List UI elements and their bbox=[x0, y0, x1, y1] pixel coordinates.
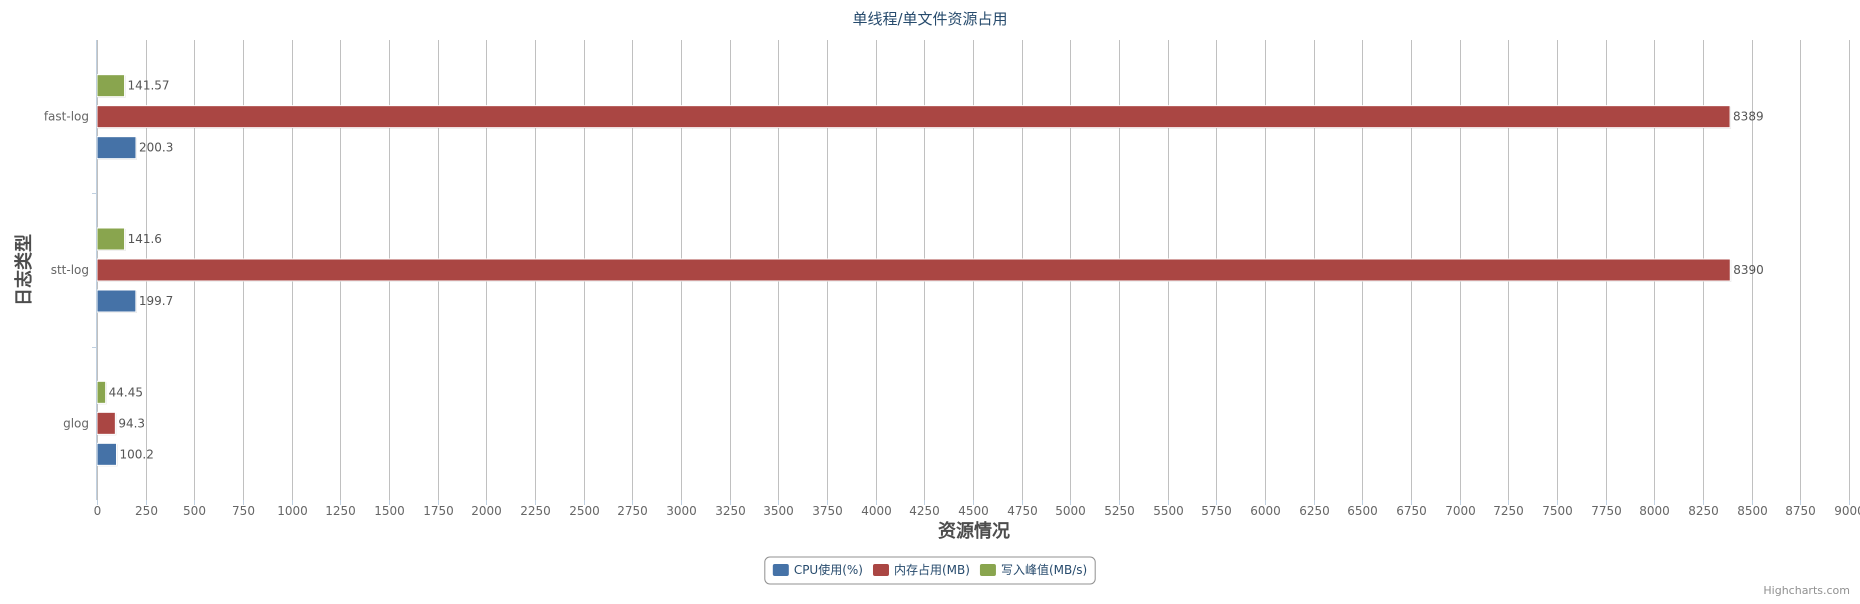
x-tick-label: 1750 bbox=[423, 504, 454, 518]
bar[interactable] bbox=[96, 227, 126, 251]
bar-data-label: 8390 bbox=[1733, 263, 1764, 277]
x-tick-label: 8250 bbox=[1688, 504, 1719, 518]
x-tick-label: 1000 bbox=[277, 504, 308, 518]
x-tick-label: 6250 bbox=[1299, 504, 1330, 518]
bar-data-label: 100.2 bbox=[120, 447, 154, 461]
bar[interactable] bbox=[96, 136, 137, 160]
x-tick-label: 4500 bbox=[958, 504, 989, 518]
bar[interactable] bbox=[96, 258, 1731, 282]
x-tick-label: 8750 bbox=[1785, 504, 1816, 518]
legend-item-label[interactable]: 内存占用(MB) bbox=[894, 562, 970, 577]
x-tick-label: 3250 bbox=[715, 504, 746, 518]
x-tick-label: 6500 bbox=[1347, 504, 1378, 518]
bar[interactable] bbox=[96, 411, 116, 435]
x-tick-label: 5250 bbox=[1104, 504, 1135, 518]
x-tick-label: 3500 bbox=[763, 504, 794, 518]
x-tick-label: 9000 bbox=[1834, 504, 1860, 518]
x-tick-label: 8000 bbox=[1639, 504, 1670, 518]
x-tick-label: 2000 bbox=[471, 504, 502, 518]
x-tick-label: 250 bbox=[135, 504, 158, 518]
credits-link[interactable]: Highcharts.com bbox=[1763, 584, 1850, 597]
legend-swatch[interactable] bbox=[772, 564, 789, 576]
x-tick-label: 2500 bbox=[569, 504, 600, 518]
x-tick-label: 4000 bbox=[861, 504, 892, 518]
x-tick-label: 7250 bbox=[1493, 504, 1524, 518]
y-category-label: glog bbox=[63, 416, 89, 430]
y-axis: fast-log stt-log glog bbox=[44, 40, 97, 500]
x-axis: 0 250 500 750 1000 1250 1500 1750 2000 2250 2500 27… bbox=[94, 500, 1860, 518]
bar-data-label: 44.45 bbox=[109, 385, 143, 399]
bar[interactable] bbox=[96, 289, 137, 313]
bar-data-label: 200.3 bbox=[139, 141, 173, 155]
y-axis-title: 日志类型 bbox=[13, 234, 35, 306]
x-tick-label: 7000 bbox=[1445, 504, 1476, 518]
x-tick-label: 2250 bbox=[520, 504, 551, 518]
x-tick-label: 3000 bbox=[666, 504, 697, 518]
x-tick-label: 8500 bbox=[1737, 504, 1768, 518]
x-tick-label: 7750 bbox=[1591, 504, 1622, 518]
bar-data-label: 141.6 bbox=[128, 232, 162, 246]
chart-title: 单线程/单文件资源占用 bbox=[852, 10, 1007, 28]
y-category-label: fast-log bbox=[44, 110, 89, 124]
x-tick-label: 750 bbox=[232, 504, 255, 518]
bar[interactable] bbox=[96, 105, 1731, 129]
bar-data-label: 141.57 bbox=[128, 79, 170, 93]
x-axis-title: 资源情况 bbox=[938, 520, 1010, 542]
x-tick-label: 4250 bbox=[909, 504, 940, 518]
bars-layer: 200.3 8389 141.57 199.7 8390 141.6 100.2 94.3 44… bbox=[96, 74, 1764, 467]
bar[interactable] bbox=[96, 442, 118, 466]
x-tick-label: 5000 bbox=[1055, 504, 1086, 518]
x-tick-label: 1250 bbox=[325, 504, 356, 518]
x-tick-label: 3750 bbox=[812, 504, 843, 518]
legend-item-label[interactable]: 写入峰值(MB/s) bbox=[1001, 562, 1087, 577]
legend-item-label[interactable]: CPU使用(%) bbox=[794, 562, 863, 577]
x-tick-label: 5750 bbox=[1201, 504, 1232, 518]
legend-swatch[interactable] bbox=[872, 564, 889, 576]
legend[interactable]: CPU使用(%) 内存占用(MB) 写入峰值(MB/s) bbox=[764, 556, 1096, 585]
legend-box bbox=[764, 556, 1096, 585]
bar-data-label: 199.7 bbox=[139, 294, 173, 308]
x-tick-label: 0 bbox=[94, 504, 102, 518]
x-tick-label: 7500 bbox=[1542, 504, 1573, 518]
bar-data-label: 94.3 bbox=[118, 416, 145, 430]
x-tick-label: 6750 bbox=[1396, 504, 1427, 518]
bar[interactable] bbox=[96, 380, 107, 404]
x-tick-label: 2750 bbox=[617, 504, 648, 518]
x-tick-label: 1500 bbox=[374, 504, 405, 518]
bar[interactable] bbox=[96, 74, 126, 98]
bar-data-label: 8389 bbox=[1733, 110, 1764, 124]
y-category-label: stt-log bbox=[51, 263, 89, 277]
x-tick-label: 500 bbox=[183, 504, 206, 518]
x-tick-label: 6000 bbox=[1250, 504, 1281, 518]
x-tick-label: 4750 bbox=[1007, 504, 1038, 518]
x-tick-label: 5500 bbox=[1153, 504, 1184, 518]
legend-swatch[interactable] bbox=[979, 564, 996, 576]
